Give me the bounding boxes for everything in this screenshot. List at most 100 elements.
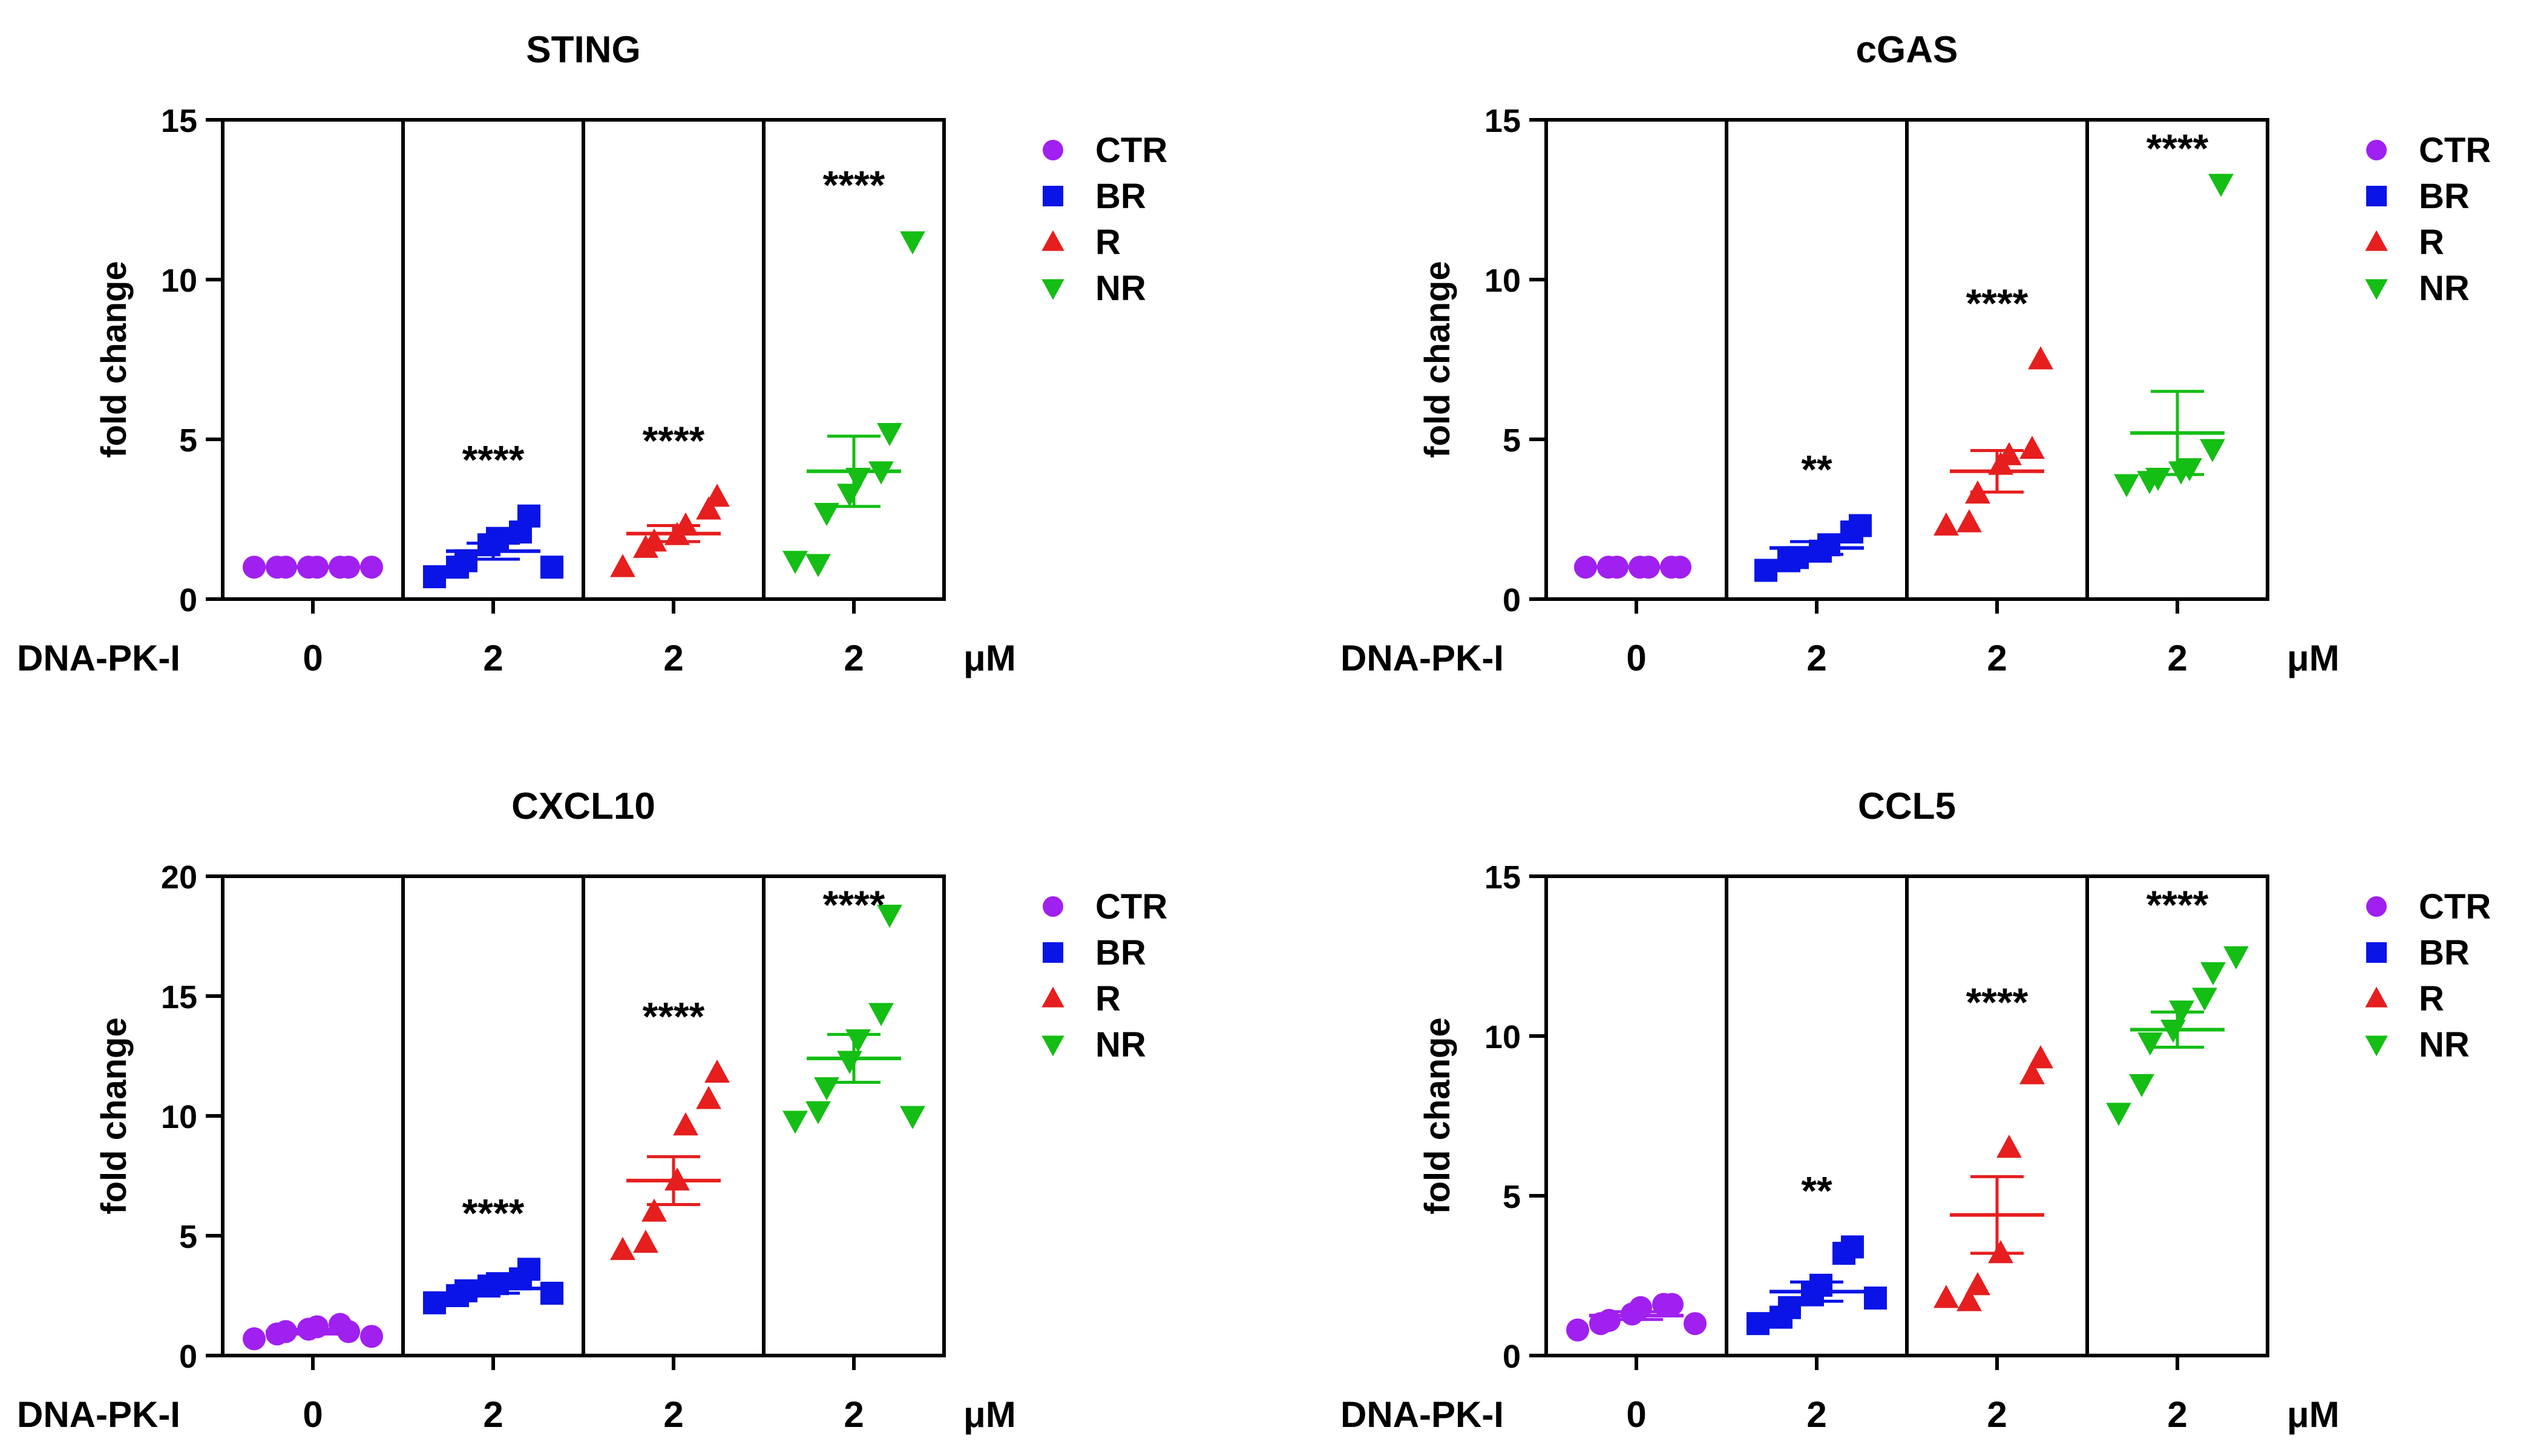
data-point-ctr (360, 1325, 383, 1348)
data-point-r (610, 554, 635, 577)
dose-row-label: DNA-PK-I (1340, 1394, 1504, 1435)
data-point-r (704, 484, 730, 507)
y-tick-label: 15 (1484, 859, 1521, 896)
dose-value: 2 (483, 1394, 503, 1435)
legend-label-nr: NR (1095, 269, 1146, 308)
data-point-nr (2114, 474, 2139, 497)
y-tick-label: 10 (1484, 263, 1521, 299)
data-point-nr (805, 1101, 831, 1124)
dose-value: 0 (303, 1394, 323, 1435)
data-point-ctr (1684, 1312, 1707, 1336)
data-point-nr (782, 1110, 808, 1134)
legend-label-r: R (2419, 979, 2444, 1018)
legend-label-ctr: CTR (2419, 887, 2491, 926)
dose-value: 2 (2167, 1394, 2187, 1435)
data-point-nr (877, 423, 902, 447)
dose-unit: μM (2287, 1394, 2340, 1435)
data-point-r (641, 1198, 667, 1222)
y-tick-label: 20 (161, 859, 197, 896)
data-point-r (704, 1059, 730, 1083)
y-tick-label: 10 (161, 263, 197, 299)
chart-title: CXCL10 (511, 785, 655, 827)
legend-label-r: R (2419, 223, 2444, 262)
dose-value: 0 (1626, 638, 1646, 678)
data-point-nr (900, 1106, 925, 1129)
y-tick-label: 10 (161, 1099, 197, 1135)
data-point-r (1965, 1271, 1990, 1296)
data-point-br (1841, 1235, 1864, 1259)
dose-unit: μM (963, 1394, 1016, 1435)
legend-marker-br (2366, 942, 2387, 963)
dose-value: 2 (1806, 1394, 1826, 1435)
significance-marker: **** (643, 994, 705, 1039)
data-point-nr (2137, 1032, 2163, 1056)
data-point-nr (805, 554, 831, 577)
data-point-r (1933, 512, 1959, 536)
data-point-ctr (1661, 1293, 1684, 1316)
legend-marker-ctr (2366, 140, 2387, 160)
dose-value: 2 (844, 638, 864, 678)
legend-label-r: R (1095, 223, 1121, 262)
significance-marker: ** (1801, 447, 1832, 492)
significance-marker: ** (1801, 1168, 1832, 1213)
legend-marker-nr (1041, 1035, 1064, 1057)
significance-marker: **** (643, 418, 705, 463)
legend-label-br: BR (2419, 177, 2470, 216)
data-point-r (641, 528, 667, 552)
y-tick-label: 15 (161, 103, 197, 139)
data-point-nr (2208, 174, 2234, 197)
data-point-r (1996, 442, 2022, 465)
data-point-r (633, 1230, 658, 1253)
y-axis-label: fold change (94, 1017, 134, 1214)
data-point-nr (2223, 946, 2249, 969)
legend-marker-nr (1041, 279, 1064, 300)
y-tick-label: 0 (1503, 582, 1521, 618)
data-point-br (486, 526, 509, 550)
data-point-br (1754, 559, 1777, 582)
significance-marker: **** (1966, 281, 2029, 326)
data-point-br (1864, 1286, 1887, 1310)
data-point-nr (2106, 1103, 2131, 1126)
data-point-r (610, 1236, 635, 1261)
chart-panel-sting: STING fold change 0 5 10 15 DNA-PK-I 0 2 2 2 μM ****… (17, 29, 1167, 678)
data-point-r (1988, 1240, 2013, 1264)
legend-label-ctr: CTR (1095, 131, 1167, 170)
data-point-br (423, 565, 446, 589)
data-point-br (1786, 546, 1809, 569)
dose-row-label: DNA-PK-I (1340, 638, 1504, 678)
data-point-r (2019, 435, 2045, 459)
y-tick-label: 15 (1484, 103, 1521, 139)
y-tick-label: 15 (161, 979, 197, 1015)
y-axis-label: fold change (1418, 261, 1457, 457)
dose-value: 2 (663, 638, 683, 678)
dose-value: 2 (2167, 638, 2187, 678)
data-point-nr (814, 503, 839, 526)
data-point-r (696, 1086, 721, 1109)
y-tick-label: 0 (1503, 1339, 1521, 1375)
legend-marker-ctr (2366, 896, 2387, 917)
legend-marker-nr (2365, 1035, 2388, 1057)
legend-label-br: BR (1095, 933, 1146, 972)
data-point-r (1933, 1285, 1959, 1308)
data-point-br (540, 1282, 563, 1305)
y-tick-label: 5 (179, 422, 197, 459)
legend-marker-br (1043, 942, 1063, 963)
data-point-ctr (1574, 556, 1597, 579)
legend-label-nr: NR (2419, 1025, 2470, 1064)
dose-value: 2 (1987, 638, 2007, 678)
y-tick-label: 0 (179, 1339, 197, 1375)
data-point-nr (845, 467, 871, 491)
legend-marker-r (1041, 986, 1064, 1008)
legend-marker-r (1041, 230, 1064, 251)
data-point-nr (868, 1003, 894, 1026)
data-point-r (2019, 1061, 2045, 1084)
legend-marker-br (1043, 186, 1063, 206)
y-tick-label: 5 (1503, 1179, 1521, 1215)
dose-value: 2 (1987, 1394, 2007, 1435)
dose-value: 0 (1626, 1394, 1646, 1435)
data-point-nr (877, 904, 902, 928)
legend-marker-ctr (1043, 896, 1063, 917)
data-point-ctr (360, 556, 383, 579)
data-point-nr (837, 484, 862, 507)
